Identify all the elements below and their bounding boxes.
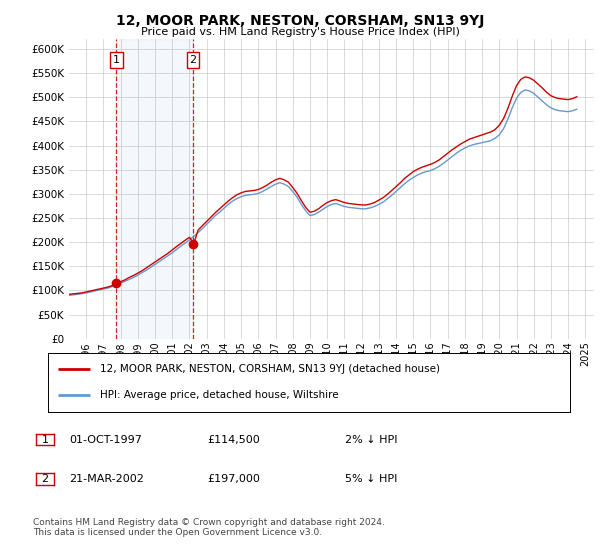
Text: £114,500: £114,500 — [207, 435, 260, 445]
Text: 2% ↓ HPI: 2% ↓ HPI — [345, 435, 398, 445]
Text: 12, MOOR PARK, NESTON, CORSHAM, SN13 9YJ: 12, MOOR PARK, NESTON, CORSHAM, SN13 9YJ — [116, 14, 484, 28]
Text: 1: 1 — [41, 435, 49, 445]
Text: 1: 1 — [113, 55, 120, 65]
Text: 5% ↓ HPI: 5% ↓ HPI — [345, 474, 397, 484]
Text: HPI: Average price, detached house, Wiltshire: HPI: Average price, detached house, Wilt… — [100, 390, 339, 400]
Text: £197,000: £197,000 — [207, 474, 260, 484]
Text: 12, MOOR PARK, NESTON, CORSHAM, SN13 9YJ (detached house): 12, MOOR PARK, NESTON, CORSHAM, SN13 9YJ… — [100, 364, 440, 374]
Text: 2: 2 — [190, 55, 197, 65]
Text: Price paid vs. HM Land Registry's House Price Index (HPI): Price paid vs. HM Land Registry's House … — [140, 27, 460, 37]
Text: Contains HM Land Registry data © Crown copyright and database right 2024.
This d: Contains HM Land Registry data © Crown c… — [33, 518, 385, 538]
Text: 01-OCT-1997: 01-OCT-1997 — [69, 435, 142, 445]
Bar — [116, 39, 193, 339]
Text: 21-MAR-2002: 21-MAR-2002 — [69, 474, 144, 484]
Text: 2: 2 — [41, 474, 49, 484]
